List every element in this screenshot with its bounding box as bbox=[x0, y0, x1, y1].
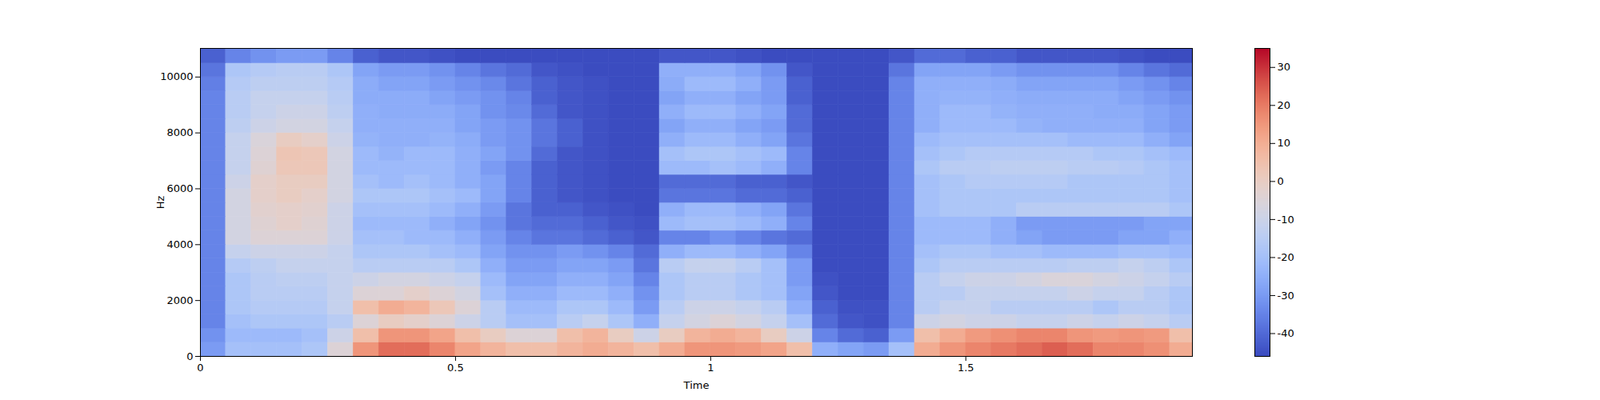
svg-text:6000: 6000 bbox=[166, 182, 193, 195]
svg-text:-30: -30 bbox=[1277, 289, 1295, 302]
svg-text:2000: 2000 bbox=[166, 294, 193, 307]
svg-text:0: 0 bbox=[186, 350, 193, 363]
svg-text:1.5: 1.5 bbox=[957, 361, 975, 374]
svg-text:0.5: 0.5 bbox=[447, 361, 464, 374]
svg-text:0: 0 bbox=[1277, 175, 1284, 188]
svg-text:30: 30 bbox=[1277, 60, 1292, 73]
svg-text:10: 10 bbox=[1277, 136, 1292, 149]
svg-text:0: 0 bbox=[196, 361, 204, 374]
svg-text:1: 1 bbox=[707, 361, 714, 374]
svg-text:-20: -20 bbox=[1277, 251, 1295, 264]
svg-text:Hz: Hz bbox=[154, 196, 167, 210]
svg-text:20: 20 bbox=[1277, 99, 1292, 112]
svg-text:8000: 8000 bbox=[166, 126, 193, 139]
svg-text:4000: 4000 bbox=[166, 238, 193, 251]
svg-text:-40: -40 bbox=[1277, 327, 1295, 340]
svg-text:-10: -10 bbox=[1277, 213, 1295, 226]
svg-text:Time: Time bbox=[683, 379, 710, 392]
svg-text:10000: 10000 bbox=[160, 70, 193, 83]
